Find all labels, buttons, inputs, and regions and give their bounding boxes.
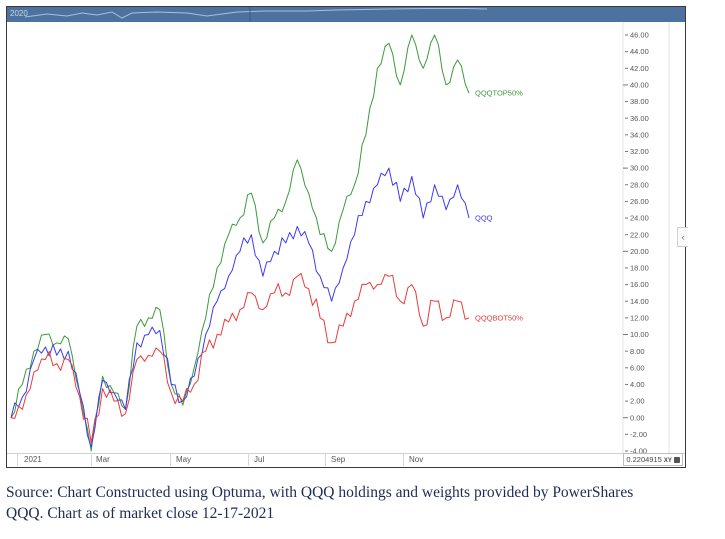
series-label: QQQTOP50% bbox=[475, 89, 523, 98]
x-axis-tick-label: Mar bbox=[96, 455, 110, 464]
collapse-panel-button[interactable]: ‹ bbox=[677, 227, 688, 247]
y-axis-tick-label: 24.00 bbox=[630, 214, 649, 223]
y-axis-tick-label: 30.00 bbox=[630, 164, 649, 173]
overview-sparkline bbox=[24, 7, 488, 22]
caption-line-2: QQQ. Chart as of market close 12-17-2021 bbox=[6, 505, 275, 522]
y-axis-tick-label: 42.00 bbox=[630, 64, 649, 73]
y-axis-tick-label: 6.00 bbox=[630, 363, 645, 372]
x-axis-divider bbox=[325, 454, 326, 466]
y-axis-tick-label: -2.00 bbox=[630, 430, 647, 439]
y-axis-tick-label: 38.00 bbox=[630, 97, 649, 106]
y-axis-tick-label: 2.00 bbox=[630, 397, 645, 406]
y-axis-tick-label: 8.00 bbox=[630, 347, 645, 356]
x-axis-divider bbox=[170, 454, 171, 466]
x-axis-bar: 0.2204915 XY 2021 Mar May Jul Sep Nov bbox=[7, 453, 685, 467]
y-axis-tick-label: 0.00 bbox=[630, 413, 645, 422]
y-axis-tick-label: 12.00 bbox=[630, 313, 649, 322]
x-axis-divider bbox=[403, 454, 404, 466]
y-axis-tick-label: 40.00 bbox=[630, 81, 649, 90]
x-axis-divider bbox=[17, 454, 18, 466]
y-axis-tick-label: 46.00 bbox=[630, 31, 649, 40]
y-axis-tick-label: 18.00 bbox=[630, 264, 649, 273]
x-axis-tick-label: May bbox=[176, 455, 192, 464]
cursor-value: 0.2204915 bbox=[626, 455, 662, 464]
line-chart-plot-area[interactable]: 46.00 44.00 42.00 40.00 38.00 36.00 34.00 32.00… bbox=[7, 7, 687, 469]
series-label: QQQ bbox=[475, 214, 493, 223]
chevron-left-icon: ‹ bbox=[681, 232, 685, 242]
y-axis-tick-label: 16.00 bbox=[630, 280, 649, 289]
series-line-qqqbot50[interactable] bbox=[10, 273, 470, 444]
y-axis-tick-label: 34.00 bbox=[630, 130, 649, 139]
caption-line-1: Source: Chart Constructed using Optuma, … bbox=[6, 484, 634, 501]
cursor-value-box: 0.2204915 XY bbox=[623, 453, 683, 466]
xy-toggle[interactable]: XY bbox=[663, 458, 672, 464]
overview-year-label: 2020 bbox=[10, 9, 28, 18]
y-axis-tick-label: 44.00 bbox=[630, 47, 649, 56]
y-axis-tick-label: 10.00 bbox=[630, 330, 649, 339]
y-axis-tick-label: 28.00 bbox=[630, 180, 649, 189]
y-axis-tick-label: 22.00 bbox=[630, 230, 649, 239]
x-axis-tick-label: Jul bbox=[254, 455, 265, 464]
chart-window: 2020 46.00 44.00 42.00 40.00 38.00 36.00 34.00… bbox=[6, 6, 688, 469]
lock-icon[interactable] bbox=[674, 457, 680, 464]
series-label: QQQBOT50% bbox=[475, 313, 523, 322]
y-axis-tick-label: 20.00 bbox=[630, 247, 649, 256]
x-axis-divider bbox=[91, 454, 92, 466]
x-axis-tick-label: 2021 bbox=[24, 455, 42, 464]
series-line-qqq[interactable] bbox=[10, 167, 470, 448]
x-axis-divider bbox=[248, 454, 249, 466]
y-axis-tick-label: 36.00 bbox=[630, 114, 649, 123]
y-axis-tick-label: 32.00 bbox=[630, 147, 649, 156]
x-axis-tick-label: Sep bbox=[331, 455, 346, 464]
overview-navigator-bar[interactable]: 2020 bbox=[7, 7, 685, 22]
y-axis-tick-label: -4.00 bbox=[630, 447, 647, 456]
series-line-qqqtop50[interactable] bbox=[10, 34, 470, 452]
y-axis-tick-label: 14.00 bbox=[630, 297, 649, 306]
figure-caption: Source: Chart Constructed using Optuma, … bbox=[6, 482, 721, 524]
y-axis-tick-label: 4.00 bbox=[630, 380, 645, 389]
y-axis-tick-label: 26.00 bbox=[630, 197, 649, 206]
x-axis-tick-label: Nov bbox=[409, 455, 424, 464]
